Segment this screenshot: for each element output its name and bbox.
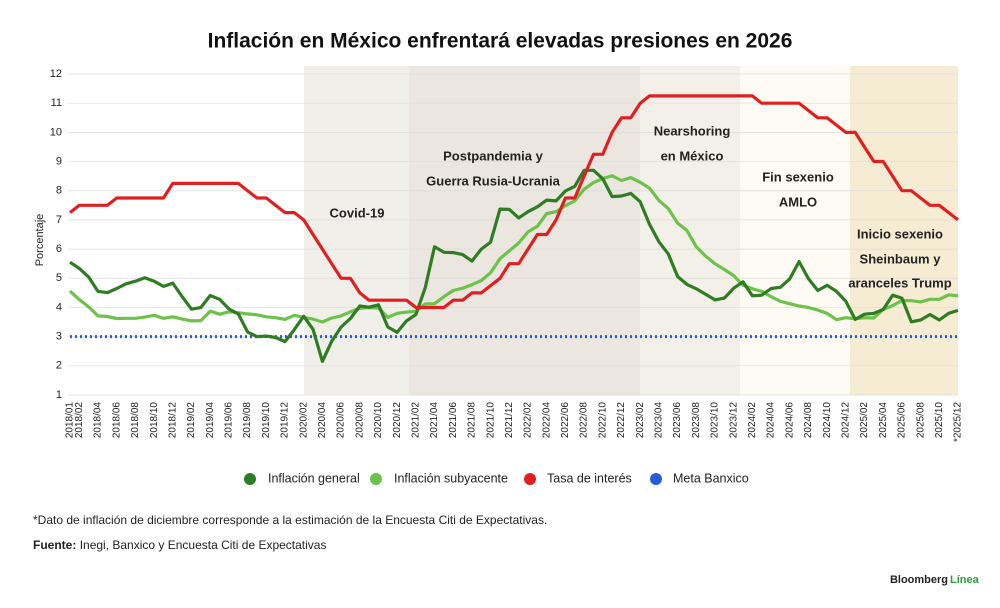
brand-suffix: Línea	[950, 574, 980, 586]
y-tick-label: 2	[56, 360, 62, 372]
y-tick-label: 9	[56, 155, 62, 167]
legend-marker	[244, 473, 256, 485]
period-band	[409, 66, 640, 395]
x-tick-label: 2018/08	[130, 402, 141, 439]
x-tick-label: 2020/12	[392, 402, 403, 439]
chart-title: Inflación en México enfrentará elevadas …	[208, 30, 793, 53]
x-tick-label: 2024/04	[766, 402, 777, 439]
y-tick-label: 5	[56, 272, 62, 284]
x-tick-label: 2025/06	[897, 402, 908, 439]
y-tick-label: 8	[56, 185, 62, 197]
annotation: aranceles Trump	[848, 275, 951, 290]
x-tick-label: 2018/04	[93, 402, 104, 439]
brand: Bloomberg	[890, 574, 948, 586]
annotation: Postpandemia y	[443, 148, 543, 163]
x-tick-label: 2023/08	[691, 402, 702, 439]
x-tick-label: 2019/04	[205, 402, 216, 439]
x-tick-label: 2020/04	[317, 402, 328, 439]
annotation: en México	[661, 148, 724, 163]
x-tick-label: 2022/08	[579, 402, 590, 439]
legend-label: Tasa de interés	[547, 471, 632, 485]
x-tick-label: 2022/04	[541, 402, 552, 439]
x-tick-label: 2024/10	[822, 402, 833, 439]
x-tick-label: 2022/12	[616, 402, 627, 439]
y-tick-label: 7	[56, 214, 62, 226]
y-tick-label: 11	[51, 97, 62, 109]
x-tick-label: 2021/04	[429, 402, 440, 439]
x-tick-label: 2019/12	[280, 402, 291, 439]
period-band	[850, 66, 958, 395]
x-tick-label: 2018/06	[111, 402, 122, 439]
y-tick-label: 6	[56, 243, 62, 255]
legend-marker	[524, 473, 536, 485]
x-tick-label: 2025/10	[934, 402, 945, 439]
source-text: Inegi, Banxico y Encuesta Citi de Expect…	[80, 538, 327, 552]
x-tick-label: 2023/10	[710, 402, 721, 439]
x-tick-label: 2021/06	[448, 402, 459, 439]
y-tick-label: 1	[56, 389, 62, 401]
annotation: Sheinbaum y	[860, 251, 942, 266]
x-tick-label: 2018/12	[167, 402, 178, 439]
y-axis-label: Porcentaje	[34, 214, 46, 267]
x-tick-label: 2020/10	[373, 402, 384, 439]
x-tick-label: 2023/12	[728, 402, 739, 439]
source: Fuente: Inegi, Banxico y Encuesta Citi d…	[33, 538, 326, 552]
source-label: Fuente:	[33, 538, 76, 552]
x-tick-label: 2020/08	[354, 402, 365, 439]
legend-label: Inflación subyacente	[394, 471, 508, 485]
x-tick-label: 2022/10	[597, 402, 608, 439]
x-tick-label: 2021/12	[504, 402, 515, 439]
x-tick-label: 2022/06	[560, 402, 571, 439]
x-tick-label: 2024/12	[840, 402, 851, 439]
x-tick-label: 2025/02	[859, 402, 870, 439]
x-tick-label: 2025/08	[915, 402, 926, 439]
y-tick-label: 10	[50, 126, 62, 138]
y-tick-label: 3	[56, 331, 62, 343]
annotation: Covid-19	[330, 205, 385, 220]
x-tick-label: 2021/02	[410, 402, 421, 439]
x-tick-label: *2025/12	[953, 402, 964, 442]
x-tick-label: 2021/10	[485, 402, 496, 439]
x-tick-label: 2019/06	[224, 402, 235, 439]
annotation: Nearshoring	[654, 123, 731, 138]
note: *Dato de inflación de diciembre correspo…	[33, 513, 547, 527]
x-tick-label: 2020/06	[336, 402, 347, 439]
x-tick-label: 2024/06	[784, 402, 795, 439]
legend-label: Inflación general	[268, 471, 360, 485]
x-tick-label: 2024/02	[747, 402, 758, 439]
x-tick-label: 2022/02	[523, 402, 534, 439]
x-tick-label: 2018/01	[65, 402, 76, 439]
annotation: Guerra Rusia-Ucrania	[426, 173, 560, 188]
x-tick-label: 2018/02	[74, 402, 85, 439]
series-line	[68, 174, 959, 324]
series-line	[69, 94, 959, 310]
legend-marker	[370, 473, 382, 485]
legend-marker	[650, 473, 662, 485]
period-band	[740, 66, 850, 395]
x-tick-label: 2023/04	[654, 402, 665, 439]
series-line	[69, 168, 959, 363]
x-tick-label: 2023/02	[635, 402, 646, 439]
legend-label: Meta Banxico	[673, 471, 749, 485]
x-tick-label: 2024/08	[803, 402, 814, 439]
x-tick-label: 2020/02	[298, 402, 309, 439]
period-band	[304, 66, 409, 395]
annotation: Inicio sexenio	[857, 226, 943, 241]
x-tick-label: 2019/10	[261, 402, 272, 439]
x-tick-label: 2019/02	[186, 402, 197, 439]
x-tick-label: 2025/04	[878, 402, 889, 439]
x-tick-label: 2021/08	[467, 402, 478, 439]
y-tick-label: 4	[56, 301, 62, 313]
y-tick-label: 12	[50, 68, 62, 80]
annotation: AMLO	[779, 194, 817, 209]
x-tick-label: 2019/08	[242, 402, 253, 439]
x-tick-label: 2023/06	[672, 402, 683, 439]
annotation: Fin sexenio	[762, 169, 834, 184]
x-tick-label: 2018/10	[149, 402, 160, 439]
period-band	[640, 66, 740, 395]
